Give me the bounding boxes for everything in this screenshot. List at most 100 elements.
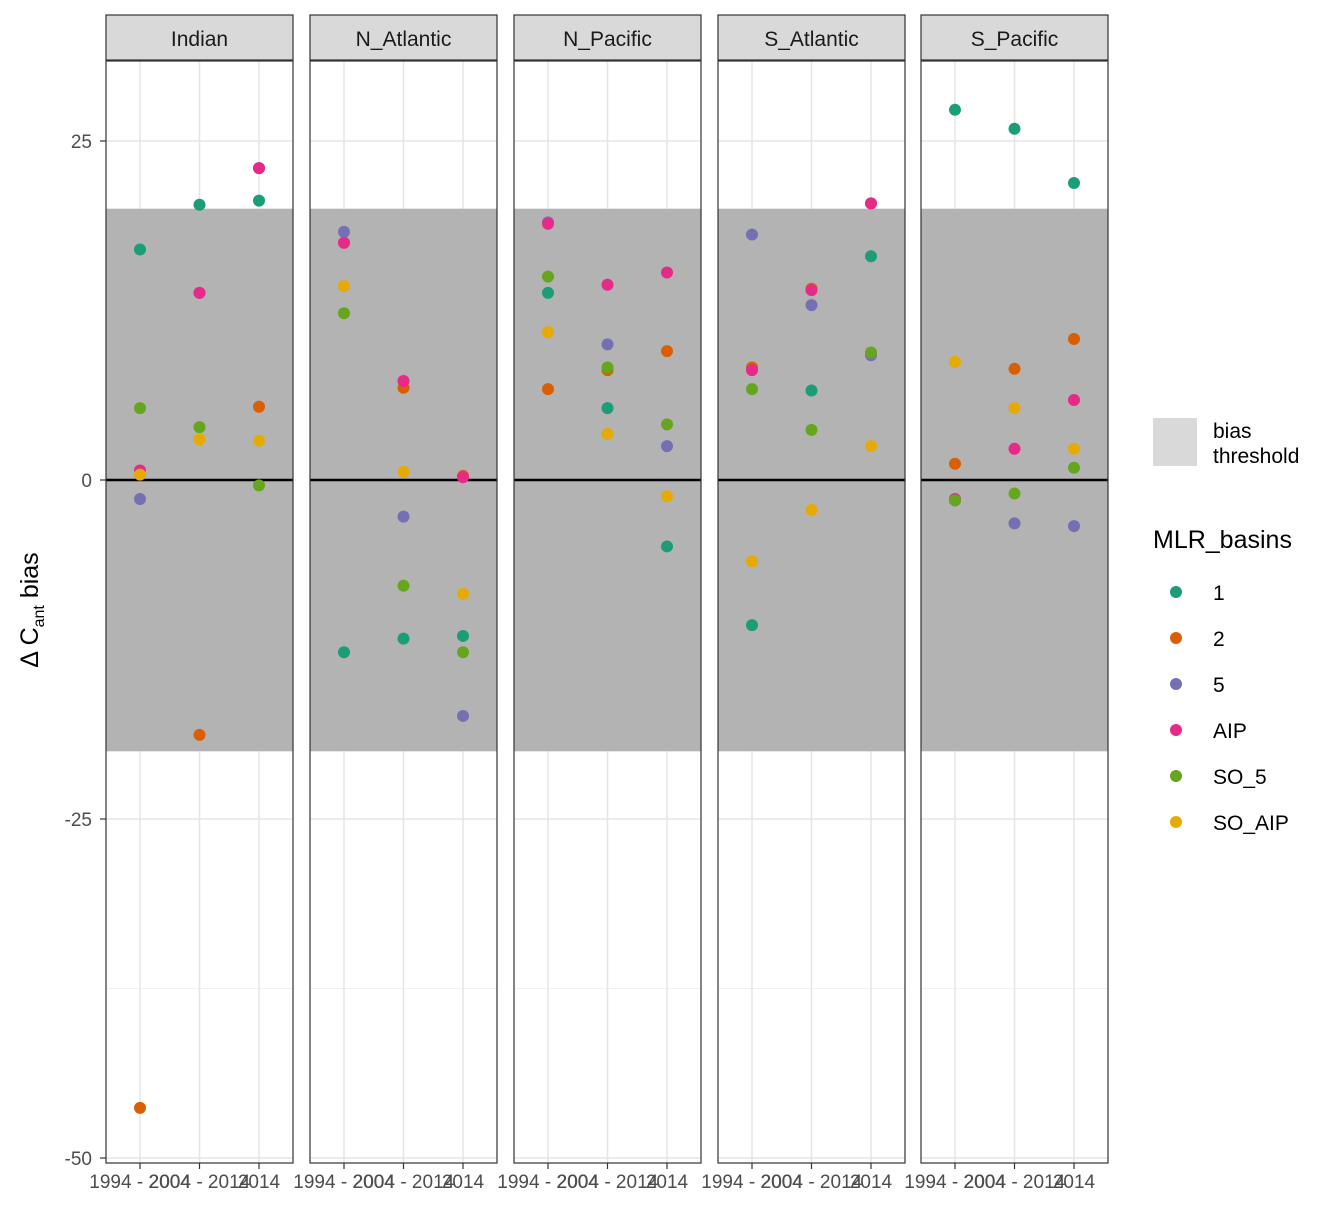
data-point-2 — [661, 345, 673, 358]
data-point-1 — [601, 402, 614, 415]
data-point-2 — [1068, 332, 1080, 345]
x-tick-label: 2014 — [1053, 1172, 1096, 1193]
legend-key-5 — [1170, 678, 1182, 690]
data-point-so_aip — [542, 326, 554, 339]
data-point-aip — [1068, 393, 1080, 406]
x-tick-label: 1994 - 2004 — [89, 1172, 191, 1193]
data-point-5 — [805, 299, 818, 312]
data-point-aip — [865, 197, 877, 210]
data-point-1 — [865, 250, 877, 263]
data-point-2 — [253, 400, 265, 413]
legend-items: 1 2 5 AIP SO_5 SO_AIP — [1170, 582, 1289, 835]
data-point-1 — [338, 646, 350, 659]
data-point-so_aip — [1008, 402, 1021, 415]
legend-key-2 — [1170, 632, 1182, 644]
legend-label-so_5: SO_5 — [1213, 766, 1267, 789]
data-point-so_aip — [253, 434, 265, 447]
data-point-1 — [134, 243, 146, 256]
x-tick-label: 2004 - 2014 — [761, 1172, 863, 1193]
data-point-1 — [1008, 122, 1021, 135]
legend-bias-threshold-key — [1153, 418, 1197, 466]
data-point-so_aip — [865, 440, 877, 453]
y-axis-title: Δ Cant bias — [16, 552, 48, 667]
data-point-so_aip — [1068, 442, 1080, 455]
legend-label-aip: AIP — [1213, 720, 1247, 743]
y-axis-title-suffix: bias — [16, 552, 44, 605]
data-point-so_5 — [805, 423, 818, 436]
x-tick-label: 2004 - 2014 — [557, 1172, 659, 1193]
data-point-5 — [134, 492, 146, 505]
data-point-2 — [949, 457, 961, 470]
data-point-1 — [661, 540, 673, 553]
data-point-so_5 — [338, 307, 350, 320]
data-point-1 — [949, 103, 961, 116]
data-point-1 — [397, 632, 410, 645]
data-point-1 — [253, 194, 265, 207]
x-tick-label: 2014 — [238, 1172, 281, 1193]
legend-key-aip — [1170, 724, 1182, 736]
facet-strip — [309, 14, 498, 61]
y-tick-label: -25 — [65, 810, 92, 831]
data-point-aip — [601, 278, 614, 291]
data-point-5 — [601, 338, 614, 351]
x-tick-label: 1994 - 2004 — [497, 1172, 599, 1193]
legend-title: MLR_basins — [1153, 526, 1292, 554]
data-point-so_5 — [949, 494, 961, 507]
data-point-so_5 — [746, 383, 758, 396]
data-point-5 — [397, 510, 410, 523]
data-point-5 — [746, 228, 758, 241]
data-point-2 — [542, 383, 554, 396]
data-point-so_5 — [661, 418, 673, 431]
legend-bias-label: bias — [1213, 420, 1252, 443]
data-point-1 — [193, 198, 206, 211]
data-point-so_aip — [746, 555, 758, 568]
data-point-1 — [457, 629, 469, 642]
data-point-aip — [1008, 442, 1021, 455]
data-point-so_5 — [542, 270, 554, 283]
data-point-5 — [661, 440, 673, 453]
data-point-so_5 — [193, 421, 206, 434]
data-point-aip — [542, 217, 554, 230]
data-point-so_5 — [601, 361, 614, 374]
data-point-so_5 — [457, 646, 469, 659]
y-axis: -50 -25 0 25 — [65, 132, 106, 1170]
data-point-1 — [746, 619, 758, 632]
data-point-so_aip — [397, 465, 410, 478]
legend-key-so_5 — [1170, 770, 1182, 782]
x-tick-label: 2014 — [850, 1172, 893, 1193]
x-tick-label: 2014 — [442, 1172, 485, 1193]
y-axis-title-subscript: ant — [31, 605, 48, 628]
data-point-1 — [1068, 177, 1080, 190]
data-point-aip — [661, 266, 673, 279]
legend-label-5: 5 — [1213, 674, 1225, 697]
data-point-aip — [338, 236, 350, 249]
x-tick-label: 2004 - 2014 — [353, 1172, 455, 1193]
facet-strip-label: N_Pacific — [563, 28, 652, 51]
data-point-2 — [134, 1101, 146, 1114]
x-tick-label: 2004 - 2014 — [149, 1172, 251, 1193]
facet-strip-label: S_Pacific — [971, 28, 1059, 51]
data-point-so_aip — [457, 587, 469, 600]
data-point-so_5 — [1068, 461, 1080, 474]
data-point-5 — [457, 709, 469, 722]
data-point-aip — [746, 364, 758, 377]
data-point-so_aip — [661, 490, 673, 503]
legend: bias threshold MLR_basins 1 2 5 AIP SO_5 SO_A… — [1153, 418, 1299, 835]
legend-label-1: 1 — [1213, 582, 1225, 605]
data-point-so_aip — [949, 356, 961, 369]
facet-strip — [717, 14, 906, 61]
data-point-so_aip — [134, 468, 146, 481]
legend-key-so_aip — [1170, 816, 1182, 828]
y-axis-title-main: Δ C — [16, 627, 44, 667]
data-point-1 — [805, 384, 818, 397]
y-tick-label: 0 — [81, 471, 92, 492]
data-point-aip — [397, 375, 410, 388]
data-point-so_aip — [805, 503, 818, 516]
x-tick-label: 1994 - 2004 — [701, 1172, 803, 1193]
facet-strip — [513, 14, 702, 61]
